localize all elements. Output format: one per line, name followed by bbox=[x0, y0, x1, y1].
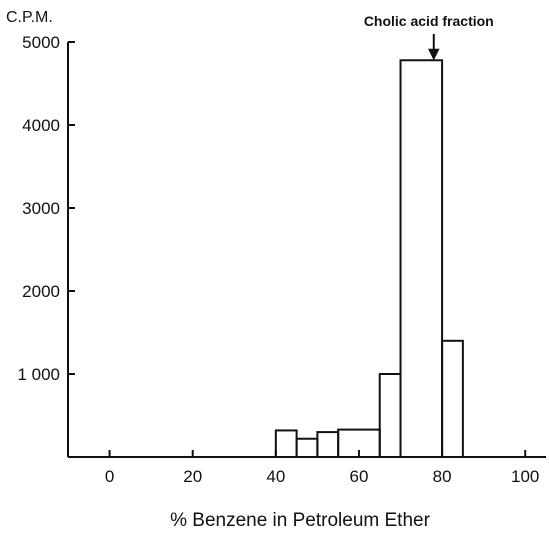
axes-layer bbox=[67, 41, 546, 458]
y-tick-label: 2000 bbox=[22, 282, 60, 301]
annotation-arrow-head bbox=[427, 48, 440, 61]
marks-layer bbox=[274, 34, 464, 459]
histogram-bar bbox=[274, 429, 298, 459]
annotation-label: Cholic acid fraction bbox=[364, 13, 494, 29]
histogram-bar bbox=[316, 431, 340, 459]
x-tick-label: 80 bbox=[433, 467, 452, 486]
x-tick-label: 60 bbox=[349, 467, 368, 486]
y-tick-label: 4000 bbox=[22, 116, 60, 135]
x-tick-label: 20 bbox=[183, 467, 202, 486]
histogram-bar bbox=[441, 339, 464, 458]
labels-layer: 1 000 2000 3000 4000 5000 0 20 40 60 80 100 C.P.M.%… bbox=[6, 9, 539, 531]
y-axis-label: C.P.M. bbox=[6, 9, 53, 26]
histogram-bar bbox=[378, 373, 402, 458]
x-tick-label: 0 bbox=[105, 467, 114, 486]
y-tick-label: 3000 bbox=[22, 199, 60, 218]
y-tick-label: 5000 bbox=[22, 33, 60, 52]
x-tick-label: 100 bbox=[511, 467, 539, 486]
histogram-bar bbox=[295, 437, 319, 458]
y-tick-label: 1 000 bbox=[17, 365, 60, 384]
x-axis-label: % Benzene in Petroleum Ether bbox=[170, 510, 430, 531]
x-tick-label: 40 bbox=[266, 467, 285, 486]
histogram-bar bbox=[399, 59, 444, 458]
